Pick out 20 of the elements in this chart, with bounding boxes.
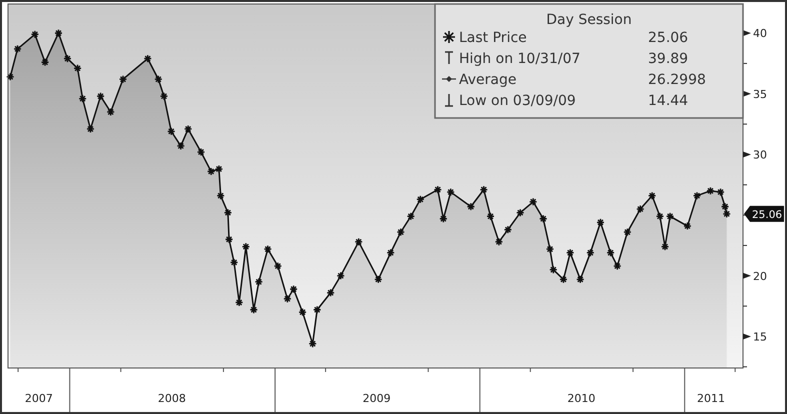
annotation: Low on 03/09/09 bbox=[459, 93, 576, 109]
x-tick-label: 2007 bbox=[24, 392, 53, 405]
x-tick-label: 2008 bbox=[158, 392, 186, 405]
text: 25.06 bbox=[752, 208, 782, 221]
annotation: 25.06 bbox=[648, 30, 688, 46]
x-tick-label: 2009 bbox=[362, 392, 391, 405]
y-tick-label: 20 bbox=[753, 270, 767, 283]
y-tick-label: 35 bbox=[753, 88, 767, 101]
annotation: High on 10/31/07 bbox=[459, 51, 580, 67]
annotation: Average bbox=[459, 72, 516, 88]
legend-label: Last Price bbox=[459, 30, 527, 46]
annotation: 39.89 bbox=[648, 51, 688, 67]
y-tick-label: 30 bbox=[753, 148, 767, 162]
legend-title: Day Session bbox=[546, 12, 632, 28]
y-tick-label: 40 bbox=[753, 27, 767, 40]
annotation: 14.44 bbox=[648, 93, 688, 109]
y-tick-label: 15 bbox=[753, 330, 767, 344]
x-tick-label: 2010 bbox=[567, 392, 596, 405]
x-tick-label: 2011 bbox=[697, 392, 726, 405]
annotation: 26.2998 bbox=[648, 72, 706, 88]
